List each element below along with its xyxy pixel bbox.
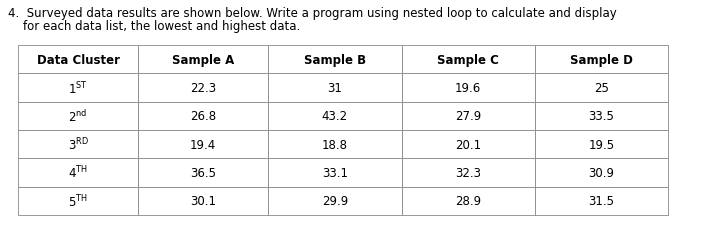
- Bar: [18, 102, 138, 131]
- Bar: [534, 102, 668, 131]
- Text: 29.9: 29.9: [322, 195, 348, 207]
- Bar: [268, 102, 402, 131]
- Text: 4$^{\mathregular{TH}}$: 4$^{\mathregular{TH}}$: [68, 165, 88, 181]
- Bar: [138, 131, 268, 159]
- Text: 22.3: 22.3: [190, 82, 216, 95]
- Text: 31: 31: [328, 82, 342, 95]
- Text: 19.6: 19.6: [455, 82, 481, 95]
- Text: 31.5: 31.5: [588, 195, 614, 207]
- Text: 26.8: 26.8: [190, 110, 216, 123]
- Bar: [268, 187, 402, 215]
- Bar: [534, 74, 668, 102]
- Text: 36.5: 36.5: [190, 166, 216, 179]
- Bar: [268, 159, 402, 187]
- Text: 43.2: 43.2: [322, 110, 348, 123]
- Text: 25: 25: [594, 82, 609, 95]
- Bar: [138, 46, 268, 74]
- Bar: [402, 187, 534, 215]
- Text: 4.  Surveyed data results are shown below. Write a program using nested loop to : 4. Surveyed data results are shown below…: [8, 7, 617, 20]
- Bar: [402, 159, 534, 187]
- Bar: [534, 187, 668, 215]
- Text: Sample C: Sample C: [437, 53, 499, 66]
- Text: 27.9: 27.9: [455, 110, 481, 123]
- Bar: [534, 159, 668, 187]
- Bar: [268, 131, 402, 159]
- Text: 19.5: 19.5: [588, 138, 614, 151]
- Text: 3$^{\mathregular{RD}}$: 3$^{\mathregular{RD}}$: [68, 136, 89, 153]
- Bar: [534, 46, 668, 74]
- Bar: [18, 131, 138, 159]
- Text: Sample A: Sample A: [172, 53, 234, 66]
- Bar: [534, 131, 668, 159]
- Text: 32.3: 32.3: [455, 166, 481, 179]
- Text: Sample B: Sample B: [304, 53, 366, 66]
- Text: 5$^{\mathregular{TH}}$: 5$^{\mathregular{TH}}$: [68, 193, 88, 209]
- Bar: [18, 187, 138, 215]
- Bar: [402, 102, 534, 131]
- Text: 19.4: 19.4: [190, 138, 216, 151]
- Bar: [138, 187, 268, 215]
- Text: 30.9: 30.9: [588, 166, 614, 179]
- Text: 33.5: 33.5: [588, 110, 614, 123]
- Bar: [402, 46, 534, 74]
- Text: Data Cluster: Data Cluster: [37, 53, 119, 66]
- Bar: [402, 74, 534, 102]
- Bar: [138, 102, 268, 131]
- Bar: [138, 74, 268, 102]
- Text: 18.8: 18.8: [322, 138, 348, 151]
- Bar: [402, 131, 534, 159]
- Text: for each data list, the lowest and highest data.: for each data list, the lowest and highe…: [8, 20, 300, 33]
- Text: 28.9: 28.9: [455, 195, 481, 207]
- Bar: [268, 74, 402, 102]
- Text: 1$^{\mathregular{ST}}$: 1$^{\mathregular{ST}}$: [68, 80, 88, 96]
- Text: 30.1: 30.1: [190, 195, 216, 207]
- Text: Sample D: Sample D: [570, 53, 633, 66]
- Text: 20.1: 20.1: [455, 138, 481, 151]
- Bar: [268, 46, 402, 74]
- Bar: [18, 74, 138, 102]
- Text: 2$^{\mathregular{nd}}$: 2$^{\mathregular{nd}}$: [68, 109, 88, 124]
- Text: 33.1: 33.1: [322, 166, 348, 179]
- Bar: [18, 46, 138, 74]
- Bar: [18, 159, 138, 187]
- Bar: [138, 159, 268, 187]
